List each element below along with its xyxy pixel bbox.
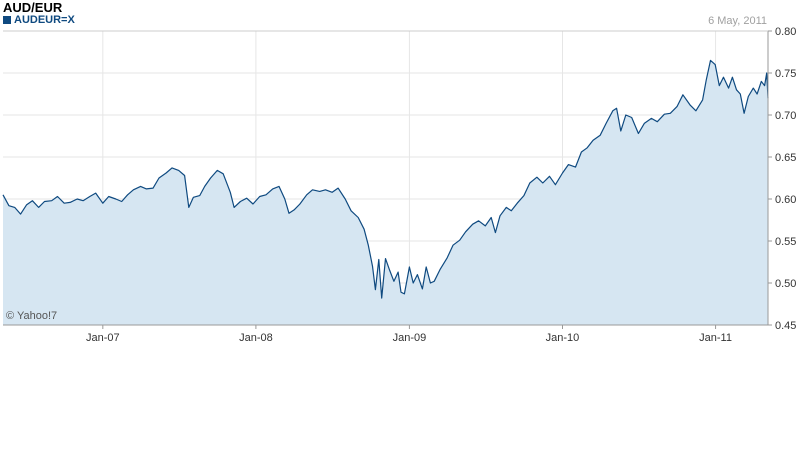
- y-tick-label: 0.75: [775, 68, 796, 80]
- x-tick-label: Jan-10: [546, 332, 580, 344]
- series-line: [2, 59, 769, 299]
- y-tick-label: 0.65: [775, 152, 796, 164]
- x-axis: Jan-07 Jan-08 Jan-09 Jan-10 Jan-11: [86, 325, 732, 344]
- y-tick-label: 0.55: [775, 236, 796, 248]
- y-tick-label: 0.60: [775, 194, 796, 206]
- credit-label: © Yahoo!7: [6, 310, 57, 322]
- series-area: [3, 60, 768, 326]
- x-tick-label: Jan-08: [239, 332, 273, 344]
- x-tick-label: Jan-07: [86, 332, 120, 344]
- legend-label: AUDEUR=X: [14, 14, 75, 26]
- date-label: 6 May, 2011: [708, 15, 767, 27]
- x-tick-label: Jan-11: [699, 332, 732, 344]
- y-tick-label: 0.70: [775, 110, 796, 122]
- y-tick-label: 0.50: [775, 278, 796, 290]
- y-tick-label: 0.80: [775, 26, 796, 38]
- y-axis: 0.45 0.50 0.55 0.60 0.65 0.70 0.75 0.80: [768, 26, 796, 332]
- y-tick-label: 0.45: [775, 320, 796, 332]
- legend-swatch: [3, 16, 11, 24]
- x-tick-label: Jan-09: [393, 332, 427, 344]
- chart-title: AUD/EUR: [3, 0, 63, 15]
- legend: AUDEUR=X: [3, 14, 75, 26]
